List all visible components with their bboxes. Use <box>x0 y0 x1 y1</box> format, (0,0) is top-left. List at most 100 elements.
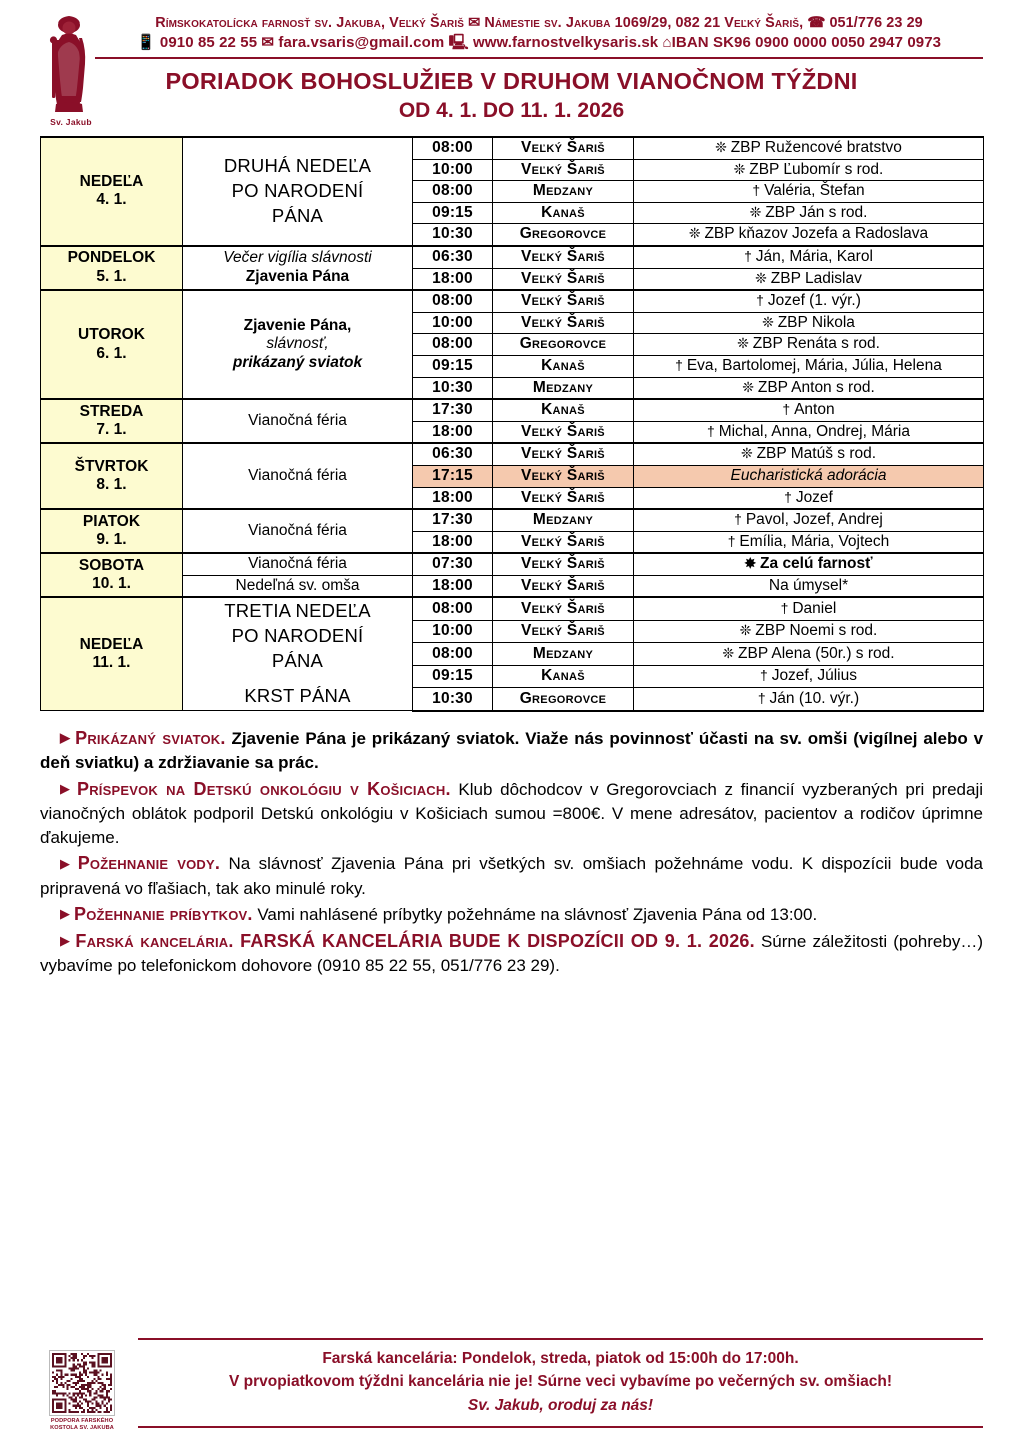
feast-line: Večer vigília slávnosti <box>223 249 372 267</box>
day-name: SOBOTA <box>78 556 145 574</box>
mass-time: 06:30 <box>412 244 493 269</box>
mass-time: 10:30 <box>412 376 493 400</box>
logo-caption: Sv. Jakub <box>50 117 92 127</box>
table-row: 18:00 Veľký Šariš † Emília, Mária, Vojtech <box>41 530 984 554</box>
table-row: 09:15 Kanaš † Jozef, Július <box>41 664 984 689</box>
st-james-statue-icon <box>49 16 86 112</box>
mass-time: 08:00 <box>412 333 493 356</box>
mass-schedule-table: NEDEĽA 4. 1. DRUHÁ NEDEĽA PO NARODENÍ PÁNA 08… <box>40 135 984 712</box>
table-row: 08:00 Medzany † Valéria, Štefan <box>41 180 984 203</box>
intention-text: Ján, Mária, Karol <box>755 247 873 265</box>
flower-icon: ❊ <box>737 335 753 352</box>
qr-code-image[interactable] <box>49 1349 115 1416</box>
table-row: NEDEĽA 11. 1. TRETIA NEDEĽA PO NARODENÍ PÁNA… <box>40 596 984 712</box>
cross-icon: † <box>734 511 746 528</box>
cross-icon: † <box>744 247 756 264</box>
intention-text: ZBP Nikola <box>777 313 855 331</box>
mass-time: 09:15 <box>412 354 493 378</box>
announcement-body: Vami nahlásené príbytky požehnáme na slá… <box>252 904 818 924</box>
intention-text: ZBP Renáta s rod. <box>752 335 880 353</box>
title-line-1: PORIADOK BOHOSLUŽIEB V DRUHOM VIANOČNOM … <box>165 67 858 94</box>
header-divider <box>95 56 983 59</box>
flower-icon: ❊ <box>762 313 778 330</box>
intention-text: Jozef, Július <box>771 667 857 685</box>
day-cell: STREDA 7. 1. <box>40 398 183 444</box>
day-cell: PONDELOK 5. 1. <box>40 244 183 291</box>
mass-time: 10:30 <box>412 223 493 247</box>
mass-place: Gregorovce <box>492 687 634 712</box>
intention-text: ZBP Anton s rod. <box>757 378 875 396</box>
feast-cell: Zjavenie Pána, slávnosť, prikázaný sviatok <box>182 289 413 400</box>
flower-icon: ❊ <box>742 378 758 395</box>
mass-intention: † Anton <box>633 398 984 422</box>
mass-place: Veľký Šariš <box>492 135 634 160</box>
announcement-heading: Prikázaný sviatok. <box>75 727 226 748</box>
table-row: 10:30 Gregorovce ❊ ZBP kňazov Jozefa a Rad… <box>41 223 984 247</box>
feast-line <box>186 674 409 684</box>
mass-place: Veľký Šariš <box>492 486 634 510</box>
flower-icon: ❊ <box>749 203 766 220</box>
feast-line: Zjavenie Pána, <box>243 316 352 334</box>
day-name: NEDEĽA <box>79 172 144 190</box>
feast-line: KRST PÁNA <box>244 685 351 707</box>
day-name: PONDELOK <box>67 249 156 267</box>
mass-time: 10:30 <box>412 687 493 712</box>
mass-intention: ❊ ZBP kňazov Jozefa a Radoslava <box>633 223 984 247</box>
cross-icon: † <box>757 689 770 706</box>
mass-time: 18:00 <box>412 486 493 510</box>
feast-cell: Vianočná féria <box>182 552 413 576</box>
mass-intention: ❊ ZBP Ján s rod. <box>633 201 984 225</box>
table-row: 10:00 Veľký Šariš ❊ ZBP Ľubomír s rod. <box>41 158 984 182</box>
table-row: 18:00 Veľký Šariš ❊ ZBP Ladislav <box>41 267 984 291</box>
mass-intention: ❊ ZBP Nikola <box>633 311 984 335</box>
qr-code-icon <box>52 1352 112 1413</box>
parish-contact-block: Rímskokatolícka farnosť sv. Jakuba, Veľk… <box>95 14 983 54</box>
intention-text: ZBP kňazov Jozefa a Radoslava <box>704 225 929 243</box>
table-row: PIATOK 9. 1. Vianočná féria 17:30 Medzany † P… <box>40 508 984 554</box>
bullet-arrow-icon: ▶ <box>60 933 72 949</box>
announcement-body: Zjavenie Pána je prikázaný sviatok. Viaž… <box>40 728 984 773</box>
day-date: 7. 1. <box>96 421 127 439</box>
mass-intention: Na úmysel* <box>633 574 984 598</box>
table-row: 10:00 Veľký Šariš ❊ ZBP Noemi s rod. <box>41 619 984 644</box>
day-date: 10. 1. <box>92 575 131 593</box>
mass-intention: † Emília, Mária, Vojtech <box>633 530 984 554</box>
feast-line: PO NARODENÍ <box>231 180 364 201</box>
feast-cell: Vianočná féria <box>182 442 413 510</box>
feast-line: slávnosť, <box>266 335 329 353</box>
feast-line: prikázaný sviatok <box>232 353 363 371</box>
cross-icon: † <box>782 401 795 418</box>
intention-text: ZBP Matúš s rod. <box>756 445 877 463</box>
mass-place: Medzany <box>492 180 634 203</box>
mass-time: 10:00 <box>412 619 493 644</box>
flower-icon: ❊ <box>740 445 757 462</box>
announcement-heading: Požehnanie príbytkov. <box>74 903 253 924</box>
announcement-item: ▶ Požehnanie príbytkov. Vami nahlásené pr… <box>40 902 983 928</box>
announcement-body: Na slávnosť Zjavenia Pána pri všetkých s… <box>40 854 984 898</box>
flower-icon: ❊ <box>755 269 771 286</box>
feast-line: DRUHÁ NEDEĽA <box>223 155 372 177</box>
intention-text: Jozef (1. výr.) <box>767 292 861 310</box>
mass-time: 17:30 <box>412 398 493 422</box>
cross-icon: † <box>707 422 719 439</box>
intention-text: ZBP Ladislav <box>770 269 862 287</box>
mass-place: Veľký Šariš <box>492 552 634 576</box>
intention-text: Eucharistická adorácia <box>730 466 887 484</box>
mass-intention: † Valéria, Štefan <box>633 180 984 203</box>
mass-place: Veľký Šariš <box>492 619 634 644</box>
announcement-item: ▶ Farská kancelária. FARSKÁ KANCELÁRIA BU… <box>40 929 983 979</box>
table-row: ŠTVRTOK 8. 1. Vianočná féria 06:30 Veľký Šar… <box>40 442 984 510</box>
intention-text: ZBP Ján s rod. <box>765 203 868 221</box>
mass-place: Veľký Šariš <box>492 244 634 269</box>
intention-text: Za celú farnosť <box>760 555 873 573</box>
mass-time: 08:00 <box>412 596 493 621</box>
mass-place: Veľký Šariš <box>492 158 634 182</box>
mass-intention: † Michal, Anna, Ondrej, Mária <box>633 420 984 444</box>
table-row: Nedeľná sv. omša 18:00 Veľký Šariš Na úmyse… <box>41 574 984 598</box>
qr-caption-line-1: PODPORA FARSKÉHO <box>50 1417 114 1424</box>
table-row: 09:15 Kanaš ❊ ZBP Ján s rod. <box>41 201 984 225</box>
feast-cell: TRETIA NEDEĽA PO NARODENÍ PÁNA KRST PÁNA <box>182 596 413 712</box>
mass-place: Veľký Šariš <box>492 530 634 554</box>
parish-logo: Sv. Jakub <box>40 12 102 127</box>
day-cell: UTOROK 6. 1. <box>40 289 183 400</box>
